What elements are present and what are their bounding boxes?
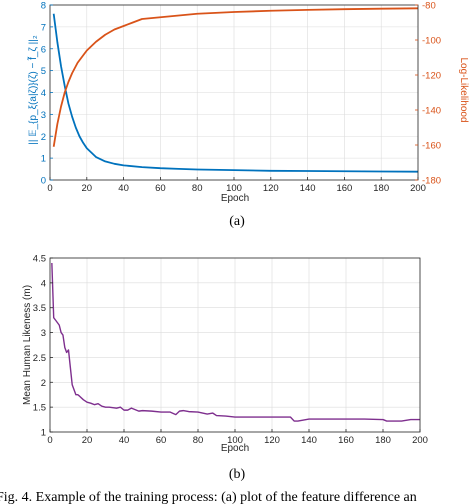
b-x-tick-label: 60 (156, 435, 167, 446)
a-y2-tick-label: -160 (422, 141, 441, 152)
b-y-tick-label: 3.5 (33, 303, 46, 314)
a-y-tick-label: 5 (41, 66, 46, 77)
caption-a: (a) (229, 214, 245, 229)
a-x-tick-label: 140 (300, 183, 316, 194)
b-x-tick-label: 120 (264, 435, 280, 446)
b-x-tick-label: 180 (375, 435, 391, 446)
caption-b: (b) (229, 467, 246, 482)
a-x-tick-label: 180 (373, 183, 389, 194)
chart-b: 0 20 40 60 80 100 120 140 160 180 200 1 1.5 2 2.5 3 3.5 4… (22, 254, 428, 455)
b-y-tick-label: 1 (41, 428, 46, 439)
b-y-tick-label: 2 (41, 378, 46, 389)
a-y2-tick-label: -100 (422, 36, 441, 47)
a-x-tick-label: 20 (82, 183, 93, 194)
a-y2-tick-label: -80 (422, 1, 436, 12)
b-x-tick-label: 140 (301, 435, 317, 446)
chart-a-x-axis-label: Epoch (221, 193, 249, 204)
chart-a-y2-axis-label: Log-Likelihood (458, 57, 469, 122)
b-y-tick-label: 4.5 (33, 254, 46, 265)
a-y-tick-label: 0 (41, 176, 46, 187)
a-y-tick-label: 4 (41, 88, 46, 99)
chart-b-ticks: 0 20 40 60 80 100 120 140 160 180 200 1 1.5 2 2.5 3 3.5 4… (33, 254, 428, 447)
a-x-tick-label: 160 (336, 183, 352, 194)
chart-b-series (51, 262, 420, 422)
a-x-tick-label: 100 (226, 183, 242, 194)
a-x-tick-label: 0 (47, 183, 52, 194)
chart-a-series (52, 7, 419, 173)
a-y-tick-label: 7 (41, 22, 46, 33)
a-y2-tick-label: -180 (422, 176, 441, 187)
b-y-tick-label: 2.5 (33, 353, 46, 364)
a-x-tick-label: 60 (155, 183, 166, 194)
b-x-tick-label: 160 (338, 435, 354, 446)
b-x-tick-label: 200 (412, 435, 428, 446)
chart-a-grid (49, 4, 419, 181)
chart-b-grid (49, 257, 421, 433)
b-y-tick-label: 1.5 (33, 403, 46, 414)
a-y-tick-label: 6 (41, 44, 46, 55)
a-x-tick-label: 80 (192, 183, 203, 194)
b-x-tick-label: 20 (82, 435, 93, 446)
a-y-tick-label: 1 (41, 154, 46, 165)
chart-a-y-axis-label: || 𝔼_{p_ξ(a|ζ)}(ζ) − f̃_ζ ||₂ (26, 35, 39, 145)
chart-a: 0 20 40 60 80 100 120 140 160 180 200 0 1 2 3 4 5 6 7 8 -180… (26, 1, 469, 205)
a-series-line-right (52, 7, 419, 147)
b-x-tick-label: 80 (193, 435, 204, 446)
b-series-line-0 (51, 262, 420, 422)
chart-a-ticks: 0 20 40 60 80 100 120 140 160 180 200 0 1 2 3 4 5 6 7 8 -180… (41, 1, 441, 195)
a-x-tick-label: 40 (118, 183, 129, 194)
chart-b-y-axis-label: Mean Human Likeness (m) (22, 285, 33, 405)
a-y-tick-label: 3 (41, 110, 46, 121)
a-x-tick-label: 200 (410, 183, 426, 194)
a-y-tick-label: 2 (41, 132, 46, 143)
b-y-tick-label: 4 (41, 278, 46, 289)
b-x-tick-label: 0 (47, 435, 52, 446)
a-series-line-left (52, 13, 419, 173)
a-y2-tick-label: -140 (422, 106, 441, 117)
figure-caption: Fig. 4. Example of the training process:… (0, 490, 417, 504)
chart-b-x-axis-label: Epoch (221, 443, 249, 454)
a-y-tick-label: 8 (41, 1, 46, 12)
a-x-tick-label: 120 (263, 183, 279, 194)
a-y2-tick-label: -120 (422, 71, 441, 82)
b-x-tick-label: 100 (227, 435, 243, 446)
b-y-tick-label: 3 (41, 328, 46, 339)
b-x-tick-label: 40 (119, 435, 130, 446)
